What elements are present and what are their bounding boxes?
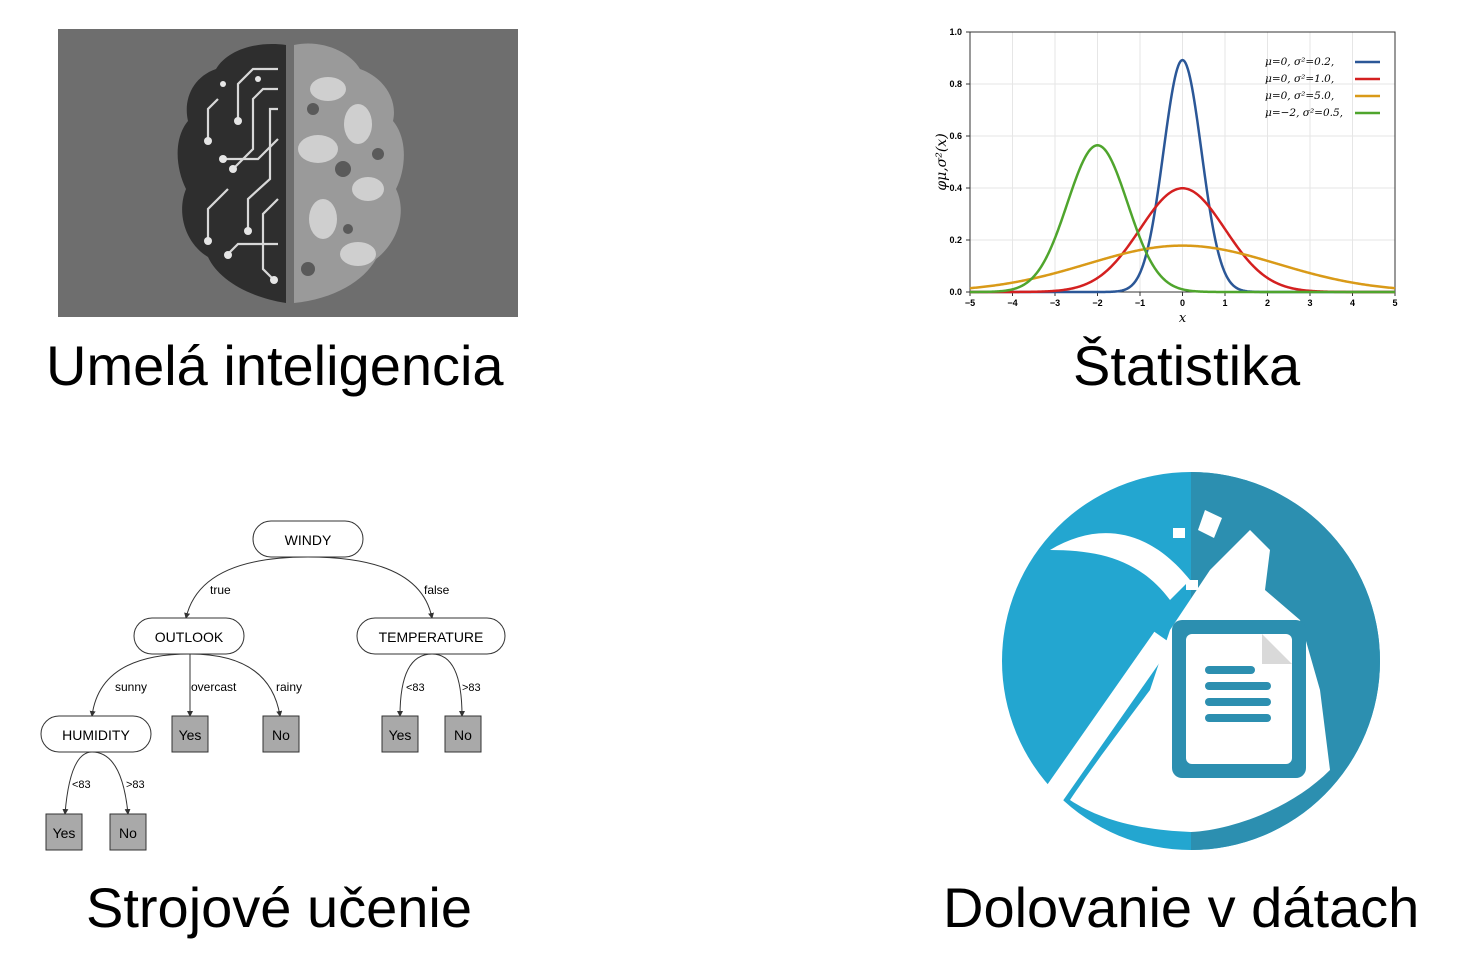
x-tick-label: 5 bbox=[1392, 298, 1397, 308]
series-line-2 bbox=[969, 244, 1396, 290]
y-tick-label: 0.6 bbox=[949, 131, 962, 141]
y-tick-label: 0.4 bbox=[949, 183, 962, 193]
leaf-temp-yes: Yes bbox=[389, 727, 412, 743]
node-outlook: OUTLOOK bbox=[133, 617, 245, 655]
decision-tree-diagram: WINDY OUTLOOK TEMPERATURE HUMIDITY true … bbox=[40, 520, 506, 851]
ai-brain-image bbox=[58, 29, 518, 317]
node-humidity-label: HUMIDITY bbox=[62, 727, 130, 743]
x-tick-label: 0 bbox=[1180, 298, 1185, 308]
caption-ai: Umelá inteligencia bbox=[46, 334, 504, 397]
edge-label-temp-lt83: <83 bbox=[406, 682, 425, 694]
node-humidity: HUMIDITY bbox=[40, 715, 152, 753]
node-temperature: TEMPERATURE bbox=[356, 617, 506, 655]
series-line-3 bbox=[970, 144, 1395, 294]
brain-illustration bbox=[58, 29, 518, 317]
node-windy-label: WINDY bbox=[285, 532, 332, 548]
y-tick-label: 0.0 bbox=[949, 287, 962, 297]
x-tick-label: 3 bbox=[1307, 298, 1312, 308]
edge-label-false: false bbox=[424, 583, 450, 597]
edge-label-hum-gt83: >83 bbox=[126, 779, 145, 791]
x-tick-label: −1 bbox=[1135, 298, 1145, 308]
edge-label-rainy: rainy bbox=[276, 680, 302, 694]
x-tick-label: 1 bbox=[1222, 298, 1227, 308]
statistics-chart: −5 −4 −3 −2 −1 0 1 2 3 4 5 0.0 0.2 0.4 0.6 0.8 1.0 x φμ,σ²… bbox=[930, 22, 1405, 327]
x-tick-label: 4 bbox=[1350, 298, 1355, 308]
y-tick-label: 0.2 bbox=[949, 235, 962, 245]
x-tick-label: −5 bbox=[965, 298, 975, 308]
legend-label-0: μ=0, σ²=0.2, bbox=[1265, 56, 1334, 68]
y-axis-label: φμ,σ²(x) bbox=[934, 133, 950, 190]
legend-label-1: μ=0, σ²=1.0, bbox=[1265, 73, 1334, 85]
caption-dm: Dolovanie v dátach bbox=[943, 876, 1420, 939]
data-mining-icon bbox=[1000, 470, 1382, 852]
node-temperature-label: TEMPERATURE bbox=[379, 629, 484, 645]
normal-distribution-plot: −5 −4 −3 −2 −1 0 1 2 3 4 5 0.0 0.2 0.4 0.6 0.8 1.0 x φμ,σ²… bbox=[934, 27, 1398, 326]
caption-statistics: Štatistika bbox=[1073, 334, 1301, 397]
legend-label-2: μ=0, σ²=5.0, bbox=[1265, 90, 1334, 102]
edge-label-temp-gt83: >83 bbox=[462, 682, 481, 694]
x-tick-label: 2 bbox=[1265, 298, 1270, 308]
edge-label-true: true bbox=[210, 583, 231, 597]
x-axis-label: x bbox=[1179, 311, 1187, 326]
node-outlook-label: OUTLOOK bbox=[155, 629, 224, 645]
leaf-rainy-no: No bbox=[272, 727, 290, 743]
y-tick-label: 0.8 bbox=[949, 79, 962, 89]
pickaxe-document-icon bbox=[1002, 472, 1380, 850]
leaf-humidity-yes: Yes bbox=[53, 825, 76, 841]
x-tick-label: −4 bbox=[1007, 298, 1017, 308]
x-tick-label: −2 bbox=[1092, 298, 1102, 308]
leaf-overcast-yes: Yes bbox=[179, 727, 202, 743]
edge-label-hum-lt83: <83 bbox=[72, 779, 91, 791]
x-tick-label: −3 bbox=[1050, 298, 1060, 308]
decision-tree: WINDY OUTLOOK TEMPERATURE HUMIDITY true … bbox=[30, 512, 530, 857]
legend-label-3: μ=−2, σ²=0.5, bbox=[1265, 107, 1343, 119]
edge-label-sunny: sunny bbox=[115, 680, 147, 694]
y-tick-label: 1.0 bbox=[949, 27, 962, 37]
node-windy: WINDY bbox=[252, 520, 364, 558]
leaf-temp-no: No bbox=[454, 727, 472, 743]
leaf-humidity-no: No bbox=[119, 825, 137, 841]
caption-ml: Strojové učenie bbox=[86, 876, 473, 939]
edge-label-overcast: overcast bbox=[191, 680, 237, 694]
